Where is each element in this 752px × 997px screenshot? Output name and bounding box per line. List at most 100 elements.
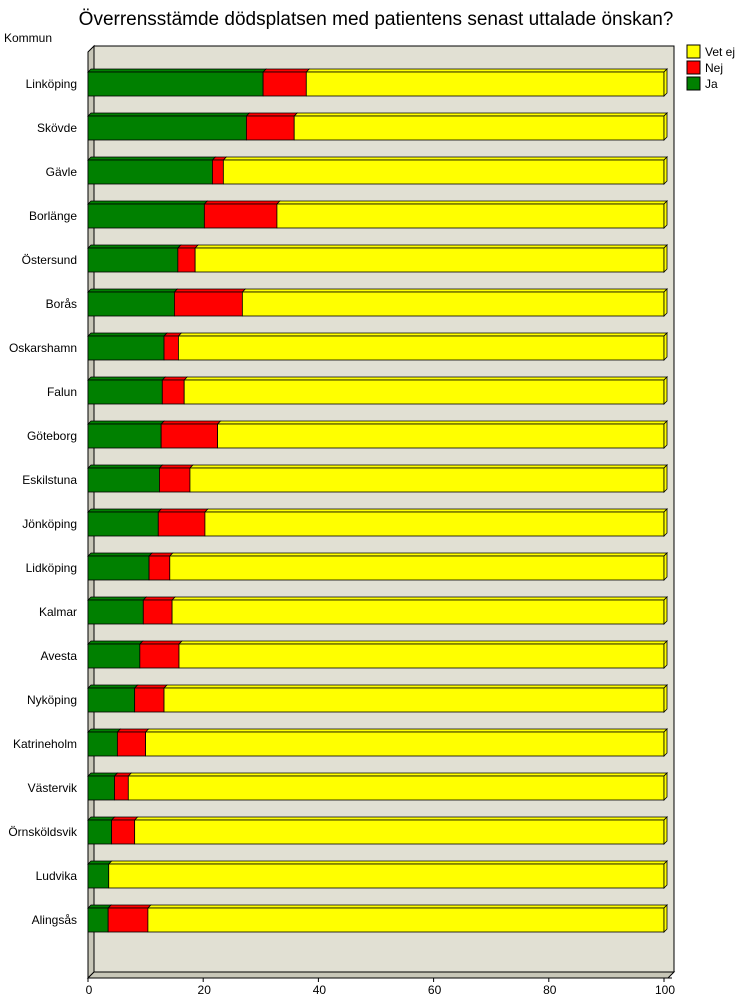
category-label: Borlänge bbox=[29, 209, 77, 223]
bar-top-vet-ej bbox=[144, 728, 668, 733]
bar-top-vet-ej bbox=[188, 464, 668, 469]
bar-top-ja bbox=[87, 112, 251, 117]
bar-segment-nej bbox=[203, 203, 278, 229]
bar-top-vet-ej bbox=[305, 68, 668, 73]
bar-top-nej bbox=[173, 288, 247, 293]
bar-top-ja bbox=[87, 552, 154, 557]
bar-top-nej bbox=[262, 68, 311, 73]
category-label: Västervik bbox=[28, 781, 78, 795]
bar-segment-nej bbox=[161, 379, 185, 405]
bar-group-lidkoping bbox=[87, 552, 668, 581]
bar-top-ja bbox=[87, 376, 167, 381]
legend-item-ja: Ja bbox=[686, 76, 718, 91]
bar-segment-vet-ej bbox=[241, 291, 665, 317]
x-tick-label: 40 bbox=[313, 983, 327, 997]
bar-segment-ja bbox=[87, 775, 115, 801]
bar-top-ja bbox=[87, 244, 182, 249]
bar-segment-vet-ej bbox=[134, 819, 665, 845]
bar-segment-ja bbox=[87, 335, 165, 361]
bar-segment-ja bbox=[87, 643, 141, 669]
bar-top-vet-ej bbox=[183, 376, 668, 381]
bar-segment-ja bbox=[87, 291, 175, 317]
bar-top-ja bbox=[87, 640, 144, 645]
bar-top-vet-ej bbox=[163, 684, 668, 689]
bar-group-skovde bbox=[87, 112, 668, 141]
bar-segment-vet-ej bbox=[163, 687, 665, 713]
bar-segment-vet-ej bbox=[217, 423, 665, 449]
bar-segment-vet-ej bbox=[171, 599, 665, 625]
bar-segment-nej bbox=[173, 291, 243, 317]
bar-group-falun bbox=[87, 376, 668, 405]
y-axis-title: Kommun bbox=[4, 31, 52, 45]
bar-top-vet-ej bbox=[293, 112, 668, 117]
bar-side bbox=[663, 772, 668, 801]
bar-top-ja bbox=[87, 684, 139, 689]
bar-side bbox=[663, 244, 668, 273]
category-label: Alingsås bbox=[32, 913, 77, 927]
bar-segment-vet-ej bbox=[222, 159, 665, 185]
bar-segment-nej bbox=[142, 599, 173, 625]
bar-segment-nej bbox=[134, 687, 165, 713]
bar-top-nej bbox=[107, 904, 152, 909]
category-label: Skövde bbox=[37, 121, 77, 135]
legend: Vet ej Nej Ja bbox=[686, 44, 735, 91]
bar-segment-vet-ej bbox=[183, 379, 665, 405]
category-label: Ludvika bbox=[36, 869, 78, 883]
bar-top-vet-ej bbox=[171, 596, 668, 601]
bar-segment-ja bbox=[87, 159, 213, 185]
bar-top-vet-ej bbox=[146, 904, 668, 909]
category-label: Kalmar bbox=[39, 605, 77, 619]
bar-segment-nej bbox=[148, 555, 171, 581]
bar-group-eskilstuna bbox=[87, 464, 668, 493]
bar-segment-vet-ej bbox=[194, 247, 665, 273]
bar-top-vet-ej bbox=[107, 860, 668, 865]
bar-side bbox=[663, 904, 668, 933]
bar-side bbox=[663, 508, 668, 537]
bar-segment-ja bbox=[87, 907, 109, 933]
bar-segment-ja bbox=[87, 511, 159, 537]
category-label: Falun bbox=[47, 385, 77, 399]
bar-top-ja bbox=[87, 904, 113, 909]
bar-top-nej bbox=[148, 552, 174, 557]
bar-segment-vet-ej bbox=[276, 203, 665, 229]
bar-group-nykoping bbox=[87, 684, 668, 713]
bar-segment-vet-ej bbox=[189, 467, 665, 493]
bar-side bbox=[663, 156, 668, 185]
bar-top-ja bbox=[87, 860, 113, 865]
bar-group-alingsas bbox=[87, 904, 668, 933]
bar-group-vastervik bbox=[87, 772, 668, 801]
bar-top-nej bbox=[116, 728, 150, 733]
x-axis: 0 20 40 60 80 100 bbox=[86, 978, 675, 997]
bar-side bbox=[663, 200, 668, 229]
bar-side bbox=[663, 288, 668, 317]
bar-group-borlange bbox=[87, 200, 668, 229]
bar-group-ludvika bbox=[87, 860, 668, 889]
bar-top-ja bbox=[87, 728, 122, 733]
plot-floor bbox=[86, 971, 676, 979]
bar-top-vet-ej bbox=[194, 244, 668, 249]
bar-group-jonkoping bbox=[87, 508, 668, 537]
category-label: Avesta bbox=[41, 649, 78, 663]
category-label: Linköping bbox=[26, 77, 77, 91]
bar-segment-nej bbox=[212, 159, 224, 185]
category-label: Östersund bbox=[22, 253, 77, 267]
category-label: Göteborg bbox=[27, 429, 77, 443]
bar-top-ja bbox=[87, 596, 148, 601]
bar-segment-vet-ej bbox=[178, 643, 665, 669]
bar-side bbox=[663, 376, 668, 405]
bar-segment-vet-ej bbox=[178, 335, 665, 361]
bar-top-vet-ej bbox=[216, 420, 668, 425]
bar-segment-ja bbox=[87, 71, 264, 97]
bar-side bbox=[663, 464, 668, 493]
bar-segment-vet-ej bbox=[204, 511, 665, 537]
bar-segment-vet-ej bbox=[305, 71, 665, 97]
bar-top-ja bbox=[87, 200, 209, 205]
category-label: Gävle bbox=[46, 165, 78, 179]
bar-segment-nej bbox=[116, 731, 146, 757]
bar-group-goteborg bbox=[87, 420, 668, 449]
bar-top-vet-ej bbox=[222, 156, 668, 161]
bar-segment-nej bbox=[139, 643, 180, 669]
legend-label: Ja bbox=[705, 77, 718, 91]
bar-segment-nej bbox=[159, 467, 191, 493]
